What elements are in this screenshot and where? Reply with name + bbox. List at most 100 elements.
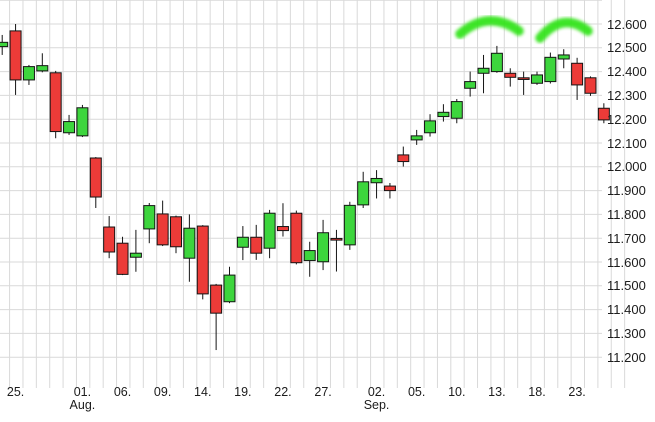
candle-body xyxy=(410,135,423,141)
up-candle[interactable] xyxy=(437,104,450,122)
candle-body xyxy=(557,54,570,60)
x-axis-label: 13. xyxy=(488,385,506,399)
down-candle[interactable] xyxy=(103,216,116,259)
y-axis-label: 12.600 xyxy=(607,16,647,32)
candle-body xyxy=(223,274,236,303)
candle-body xyxy=(183,227,196,259)
x-axis-label: 05. xyxy=(407,385,426,399)
candle-body xyxy=(143,205,156,230)
candle-body xyxy=(531,74,543,84)
up-candle[interactable] xyxy=(557,49,570,69)
y-axis-label: 11.300 xyxy=(607,325,646,341)
candle-body xyxy=(129,252,142,258)
up-candle[interactable] xyxy=(129,229,142,272)
x-axis-month-label: Sep. xyxy=(363,398,390,412)
candle-body xyxy=(597,107,610,121)
candle-body xyxy=(89,157,102,198)
candle-body xyxy=(330,237,343,241)
up-candle[interactable] xyxy=(22,64,35,85)
candle-body xyxy=(76,107,89,137)
candle-body xyxy=(303,250,316,262)
candle-body xyxy=(156,213,169,246)
down-candle[interactable] xyxy=(397,146,410,167)
y-axis-label: 12.300 xyxy=(607,87,647,103)
candle-body xyxy=(250,236,263,254)
down-candle[interactable] xyxy=(156,200,169,247)
up-candle[interactable] xyxy=(36,53,49,73)
x-axis-label: 19. xyxy=(234,385,252,399)
down-candle[interactable] xyxy=(276,203,289,237)
up-candle[interactable] xyxy=(343,201,356,250)
candle-body xyxy=(397,154,410,163)
down-candle[interactable] xyxy=(571,57,584,100)
x-axis-label: 06. xyxy=(113,385,132,399)
y-axis-label: 12.000 xyxy=(607,159,647,175)
up-candle[interactable] xyxy=(424,114,437,137)
candle-body xyxy=(22,66,35,81)
up-candle[interactable] xyxy=(183,214,196,282)
down-candle[interactable] xyxy=(116,236,129,276)
candle-body xyxy=(49,72,62,133)
down-candle[interactable] xyxy=(9,24,22,95)
down-candle[interactable] xyxy=(597,103,610,124)
y-axis-label: 11.800 xyxy=(607,206,646,222)
candle-body xyxy=(383,185,396,192)
x-axis-label: 01. xyxy=(73,385,92,399)
highlight-arc-annotation xyxy=(455,15,524,39)
candle-body xyxy=(170,216,183,248)
up-candle[interactable] xyxy=(143,202,156,244)
y-axis-label: 12.100 xyxy=(607,135,647,151)
x-axis-label: 23. xyxy=(568,385,586,399)
candle-body xyxy=(504,72,517,78)
up-candle[interactable] xyxy=(357,171,370,208)
up-candle[interactable] xyxy=(477,54,490,94)
down-candle[interactable] xyxy=(383,182,396,199)
up-candle[interactable] xyxy=(236,226,249,261)
down-candle[interactable] xyxy=(584,76,597,96)
candle-body xyxy=(210,284,223,314)
highlight-arc-annotation xyxy=(535,17,593,43)
x-axis-label: 25. xyxy=(6,385,25,399)
candle-body xyxy=(477,67,490,74)
up-candle[interactable] xyxy=(531,71,543,85)
y-axis-label: 11.200 xyxy=(607,349,646,365)
up-candle[interactable] xyxy=(410,129,423,145)
candle-body xyxy=(544,56,557,83)
candle-body xyxy=(116,242,129,275)
candle-body xyxy=(276,226,289,232)
down-candle[interactable] xyxy=(290,210,303,265)
up-candle[interactable] xyxy=(303,241,316,277)
candle-body xyxy=(450,101,463,119)
up-candle[interactable] xyxy=(490,45,503,73)
up-candle[interactable] xyxy=(0,34,9,55)
down-candle[interactable] xyxy=(89,157,102,208)
down-candle[interactable] xyxy=(170,215,183,254)
candle-body xyxy=(103,226,116,253)
candle-body xyxy=(517,77,530,80)
up-candle[interactable] xyxy=(544,52,557,84)
up-candle[interactable] xyxy=(317,219,330,271)
up-candle[interactable] xyxy=(450,98,463,124)
y-axis-label: 11.500 xyxy=(607,278,646,294)
down-candle[interactable] xyxy=(210,283,223,351)
up-candle[interactable] xyxy=(223,266,236,304)
y-axis-label: 11.700 xyxy=(607,230,646,246)
up-candle[interactable] xyxy=(370,170,383,199)
down-candle[interactable] xyxy=(517,71,530,95)
down-candle[interactable] xyxy=(250,224,263,260)
down-candle[interactable] xyxy=(196,225,209,300)
up-candle[interactable] xyxy=(76,104,89,138)
up-candle[interactable] xyxy=(464,71,477,97)
candle-body xyxy=(370,177,383,184)
y-axis-label: 12.400 xyxy=(607,64,647,80)
down-candle[interactable] xyxy=(49,70,62,139)
candle-body xyxy=(9,30,22,81)
down-candle[interactable] xyxy=(330,229,343,272)
x-axis-label: 22. xyxy=(274,385,292,399)
up-candle[interactable] xyxy=(263,209,276,259)
candle-body xyxy=(290,212,303,264)
up-candle[interactable] xyxy=(63,114,76,135)
candle-body xyxy=(36,65,49,72)
down-candle[interactable] xyxy=(504,68,517,87)
